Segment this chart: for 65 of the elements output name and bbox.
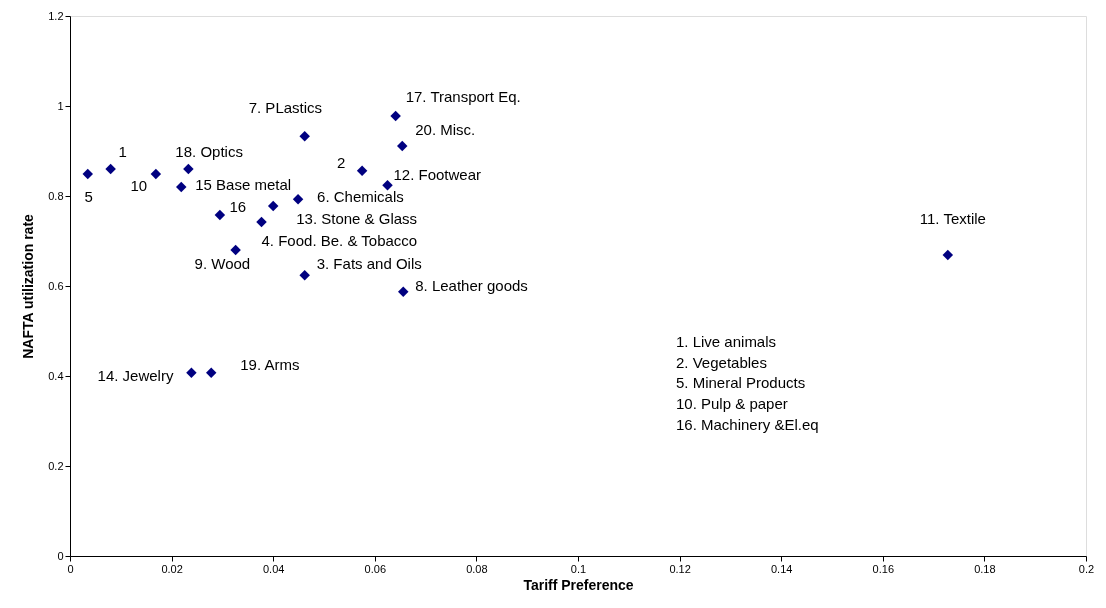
x-axis-title: Tariff Preference <box>523 576 634 593</box>
point <box>176 181 187 193</box>
y-tick-label: 0.8 <box>48 189 64 202</box>
x-tick-label: 0.1 <box>570 562 587 575</box>
annotation: 10. Pulp & paper <box>676 395 788 413</box>
annotation: 19. Arms <box>240 355 300 373</box>
y-tick-label: 1.2 <box>48 9 64 22</box>
y-tick-label: 0.2 <box>48 459 64 472</box>
x-tick-label: 0.06 <box>364 562 387 575</box>
annotation: 8. Leather goods <box>415 276 528 294</box>
annotation: 18. Optics <box>175 143 243 160</box>
x-tick-label: 0.02 <box>161 562 183 575</box>
annotation: 9. Wood <box>194 255 251 272</box>
annotation: 5 <box>84 187 93 205</box>
annotation: 4. Food. Be. & Tobacco <box>261 232 418 250</box>
x-tick-label: 0 <box>67 562 74 575</box>
x-tick-label: 0.16 <box>872 562 895 575</box>
annotation: 2. Vegetables <box>676 353 767 371</box>
point <box>105 163 116 175</box>
annotation: 7. PLastics <box>248 99 323 117</box>
point <box>292 193 304 205</box>
x-tick-label: 0.04 <box>262 562 285 575</box>
x-tick-label: 0.18 <box>974 562 996 575</box>
y-tick-label: 0.4 <box>48 369 64 382</box>
annotation: 16. Machinery &El.eq <box>676 415 819 433</box>
annotation: 17. Transport Eq. <box>405 87 521 105</box>
point <box>150 168 162 180</box>
x-tick-label: 0.08 <box>466 562 488 575</box>
point <box>205 367 217 379</box>
annotation: 5. Mineral Products <box>676 374 806 392</box>
point <box>299 269 310 281</box>
point <box>230 244 241 256</box>
annotation: 1 <box>118 143 127 160</box>
annotation: 2 <box>336 153 346 171</box>
x-tick-label: 0.14 <box>770 562 793 575</box>
point <box>267 200 279 212</box>
point <box>186 367 197 379</box>
annotation: 20. Misc. <box>415 121 476 139</box>
annotation: 11. Textile <box>919 209 986 227</box>
annotation: 14. Jewelry <box>97 366 174 384</box>
point <box>942 249 954 261</box>
annotation: 10 <box>130 176 148 194</box>
point <box>183 163 194 175</box>
point <box>390 110 401 122</box>
annotation: 13. Stone & Glass <box>296 209 418 227</box>
x-tick-label: 0.2 <box>1078 562 1095 575</box>
y-tick-label: 1 <box>57 99 64 112</box>
point <box>256 216 267 228</box>
annotation: 16 <box>229 197 247 215</box>
point <box>82 168 94 180</box>
point <box>299 130 310 142</box>
annotation: 6. Chemicals <box>317 188 404 206</box>
point <box>356 165 368 177</box>
point <box>396 140 408 152</box>
annotation: 3. Fats and Oils <box>316 255 422 273</box>
y-tick-label: 0 <box>57 549 64 562</box>
annotation: 12. Footwear <box>393 166 482 184</box>
point <box>382 179 393 191</box>
y-axis-title: NAFTA utilization rate <box>20 213 37 359</box>
point <box>398 286 409 298</box>
point <box>214 209 226 221</box>
y-tick-label: 0.6 <box>48 279 64 292</box>
annotation: 15 Base metal <box>195 176 292 193</box>
x-tick-label: 0.12 <box>669 562 691 575</box>
annotation: 1. Live animals <box>676 333 777 350</box>
